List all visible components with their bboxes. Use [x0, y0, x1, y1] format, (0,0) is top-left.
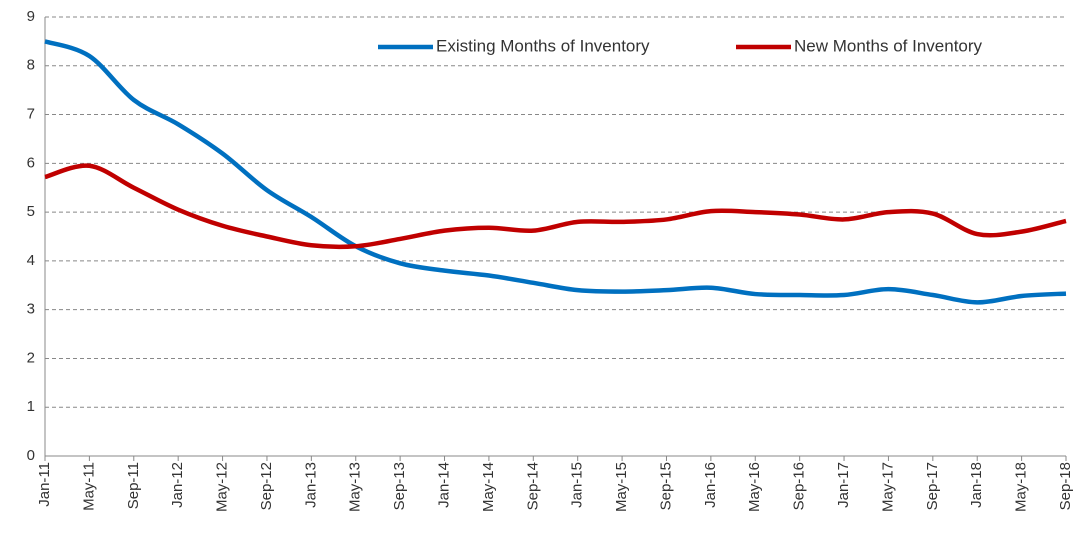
y-tick-label: 1	[27, 398, 35, 415]
y-tick-label: 9	[27, 8, 35, 25]
x-tick-label: Jan-18	[968, 462, 985, 508]
x-tick-label: Jan-13	[302, 462, 319, 508]
x-tick-label: Sep-13	[391, 462, 408, 510]
y-tick-label: 6	[27, 154, 35, 171]
series-line	[44, 163, 1067, 250]
x-tick-label: May-12	[214, 462, 231, 512]
y-tick-label: 3	[27, 301, 35, 318]
x-tick-label: May-11	[80, 462, 97, 511]
y-tick-label: 8	[27, 57, 35, 74]
x-tick-label: Sep-15	[657, 462, 674, 510]
x-tick-label: Sep-17	[924, 462, 941, 510]
x-tick-label: Jan-17	[835, 462, 852, 508]
legend-label: New Months of Inventory	[794, 36, 983, 55]
x-tick-label: Jan-15	[569, 462, 586, 508]
x-tick-label: Sep-12	[258, 462, 275, 510]
y-tick-label: 0	[27, 447, 35, 464]
y-tick-label: 2	[27, 349, 35, 366]
x-tick-label: Jan-12	[169, 462, 186, 508]
x-tick-label: May-14	[480, 462, 497, 512]
x-tick-label: May-15	[613, 462, 630, 512]
series-line	[44, 39, 1067, 305]
x-tick-label: Sep-11	[125, 462, 142, 509]
x-tick-label: Jan-11	[36, 462, 53, 507]
y-tick-label: 7	[27, 106, 35, 123]
x-tick-label: Sep-18	[1057, 462, 1074, 510]
x-tick-label: May-18	[1013, 462, 1030, 512]
y-tick-label: 5	[27, 203, 35, 220]
x-tick-label: Sep-14	[524, 462, 541, 510]
x-tick-label: Jan-14	[435, 462, 452, 508]
x-tick-label: Jan-16	[702, 462, 719, 508]
x-tick-label: May-16	[746, 462, 763, 512]
x-tick-label: Sep-16	[791, 462, 808, 510]
x-tick-label: May-13	[347, 462, 364, 512]
y-tick-label: 4	[27, 252, 35, 269]
legend-label: Existing Months of Inventory	[436, 36, 650, 55]
x-tick-label: May-17	[879, 462, 896, 512]
